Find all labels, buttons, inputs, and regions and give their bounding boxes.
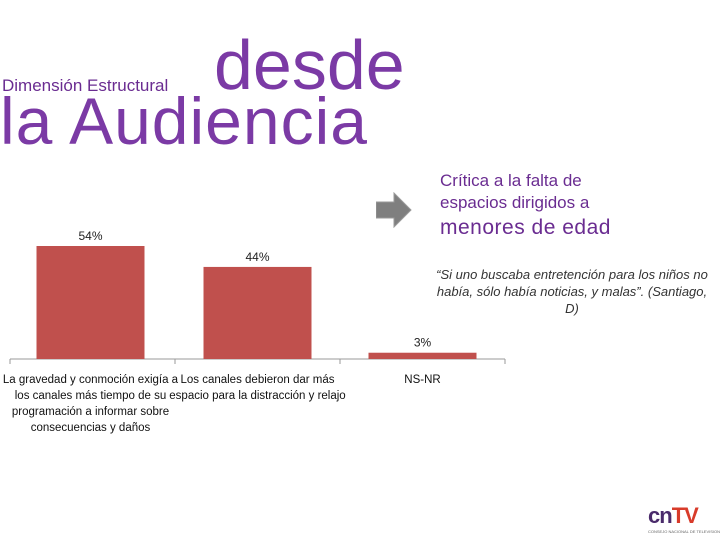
bar bbox=[36, 246, 145, 359]
side-heading-line-1: Crítica a la falta de bbox=[440, 171, 582, 190]
x-category-label: NS-NR bbox=[404, 374, 440, 386]
bar-data-label: 3% bbox=[414, 336, 432, 350]
x-category-label: los canales más tiempo de su bbox=[15, 390, 167, 402]
right-arrow-shape bbox=[376, 192, 412, 228]
cntv-logo-text: cnTV bbox=[648, 505, 718, 527]
cntv-logo-tv: TV bbox=[671, 503, 699, 528]
cntv-logo-subtitle: CONSEJO NACIONAL DE TELEVISION bbox=[648, 529, 720, 534]
x-category-label: espacio para la distracción y relajo bbox=[169, 390, 345, 402]
bar-data-label: 44% bbox=[245, 250, 269, 264]
x-category-label: consecuencias y daños bbox=[31, 422, 151, 434]
right-arrow-icon bbox=[376, 192, 412, 228]
x-category-label: programación a informar sobre bbox=[12, 406, 169, 418]
title-dimension-estructural: Dimensión Estructural bbox=[2, 76, 169, 95]
x-category-label: Los canales debieron dar más bbox=[180, 374, 334, 386]
side-heading-line-3: menores de edad bbox=[440, 216, 611, 239]
cntv-logo: cnTV CONSEJO NACIONAL DE TELEVISION bbox=[648, 505, 720, 539]
title-la-audiencia: la Audiencia bbox=[0, 84, 368, 158]
title-desde: desde bbox=[214, 26, 405, 104]
bar bbox=[203, 266, 312, 359]
side-heading: Crítica a la falta de espacios dirigidos… bbox=[440, 170, 710, 242]
bar-data-label: 54% bbox=[78, 229, 102, 243]
cntv-logo-cn: cn bbox=[648, 503, 673, 528]
bar bbox=[368, 352, 477, 359]
testimonial-quote: “Si uno buscaba entretención para los ni… bbox=[436, 267, 708, 316]
x-category-label: La gravedad y conmoción exigía a bbox=[3, 374, 179, 386]
side-heading-line-2: espacios dirigidos a bbox=[440, 193, 590, 212]
